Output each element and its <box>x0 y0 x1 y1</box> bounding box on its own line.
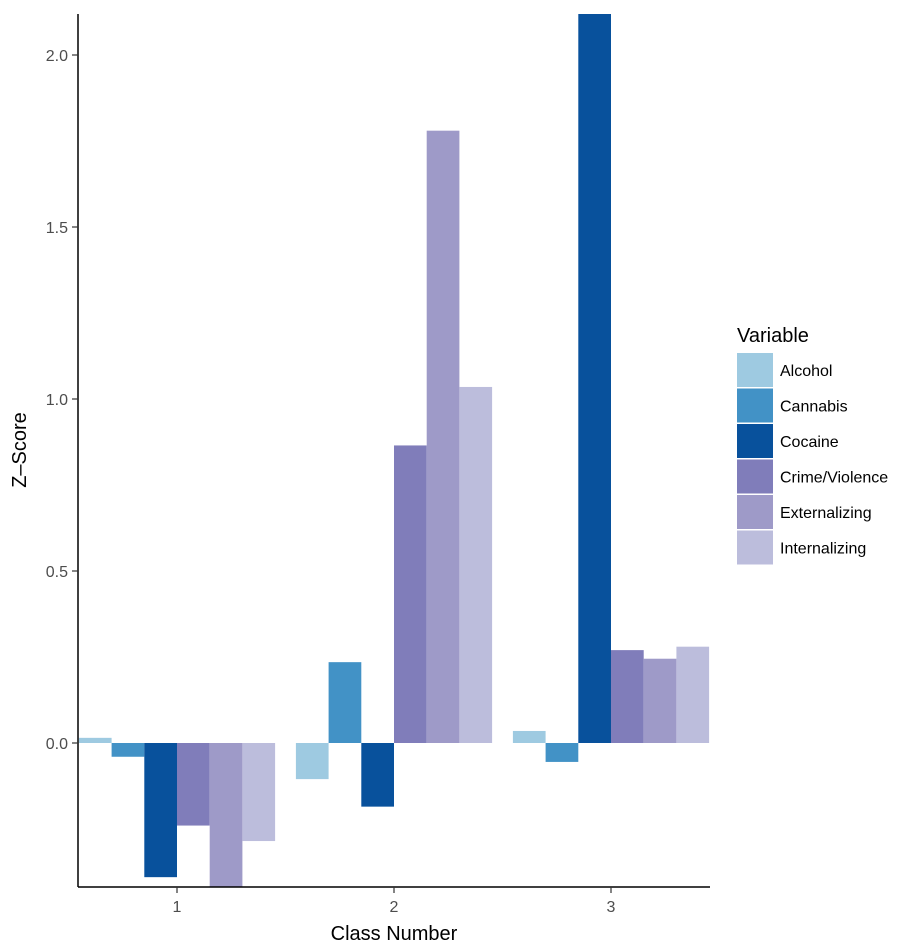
legend-key <box>737 459 773 494</box>
x-ticks: 1 2 3 <box>173 887 616 916</box>
y-tick-label: 1.0 <box>46 392 68 409</box>
legend-key <box>737 353 773 387</box>
legend-key <box>737 495 773 529</box>
x-tick-label: 1 <box>173 899 182 916</box>
bar-crime-violence-class-3 <box>611 650 644 743</box>
x-tick-label: 2 <box>390 899 399 916</box>
legend-label: Externalizing <box>780 505 872 522</box>
legend-key <box>737 424 773 458</box>
bars-layer <box>78 14 710 887</box>
legend-label: Crime/Violence <box>780 470 888 487</box>
x-axis-title: Class Number <box>331 923 458 945</box>
bar-externalizing-class-2 <box>426 130 460 743</box>
y-tick-label: 1.5 <box>46 220 68 237</box>
y-axis-title: Z–Score <box>9 412 31 488</box>
y-tick-label: 2.0 <box>46 48 68 65</box>
bar-cannabis-class-2 <box>328 662 362 743</box>
y-tick-label: 0.5 <box>46 564 68 581</box>
y-ticks: 0.0 0.5 1.0 1.5 2.0 <box>46 48 78 753</box>
bar-alcohol-class-1 <box>78 737 112 743</box>
bar-alcohol-class-2 <box>295 743 329 780</box>
legend-label: Internalizing <box>780 541 866 558</box>
bar-crime-violence-class-1 <box>177 743 210 826</box>
bar-externalizing-class-3 <box>643 658 677 743</box>
legend: Variable Alcohol Cannabis Cocaine Crime/Vio… <box>737 325 888 565</box>
bar-externalizing-class-1 <box>209 743 243 887</box>
bar-cannabis-class-1 <box>111 743 145 757</box>
legend-label: Cannabis <box>780 399 848 416</box>
bar-cocaine-class-2 <box>361 743 394 807</box>
bar-internalizing-class-2 <box>459 386 493 743</box>
bar-internalizing-class-3 <box>676 646 710 743</box>
legend-label: Cocaine <box>780 434 839 451</box>
x-tick-label: 3 <box>607 899 616 916</box>
legend-title: Variable <box>737 325 809 347</box>
legend-label: Alcohol <box>780 363 832 380</box>
bar-cannabis-class-3 <box>545 743 579 762</box>
legend-key <box>737 388 773 423</box>
bar-cocaine-class-3 <box>578 14 611 743</box>
y-tick-label: 0.0 <box>46 736 68 753</box>
bar-internalizing-class-1 <box>242 743 276 842</box>
bar-cocaine-class-1 <box>144 743 177 878</box>
bar-crime-violence-class-2 <box>394 445 427 743</box>
bar-alcohol-class-3 <box>512 730 546 743</box>
legend-key <box>737 530 773 565</box>
